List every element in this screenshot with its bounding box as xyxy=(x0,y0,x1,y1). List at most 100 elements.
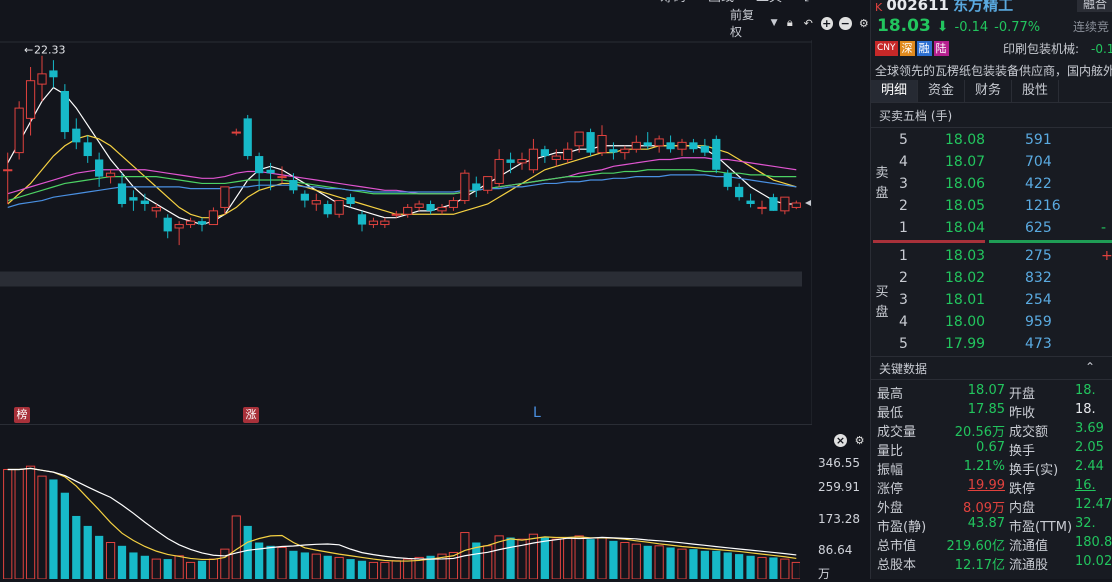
volume-bar[interactable] xyxy=(391,560,401,579)
volume-bar[interactable] xyxy=(769,557,778,579)
volume-bar[interactable] xyxy=(277,546,287,579)
volume-bar[interactable] xyxy=(174,555,184,579)
undo-icon[interactable]: ↶ xyxy=(803,16,813,30)
volume-bar[interactable] xyxy=(14,468,24,579)
collapse-icon[interactable]: ⌃ xyxy=(1085,360,1096,374)
candle[interactable] xyxy=(208,210,219,226)
candle[interactable] xyxy=(185,220,196,226)
volume-bar[interactable] xyxy=(517,538,527,579)
candle[interactable] xyxy=(151,206,161,212)
candle[interactable] xyxy=(357,214,367,225)
volume-bar[interactable] xyxy=(426,555,435,579)
tag-shen[interactable]: 深 xyxy=(899,41,915,56)
buy-level-row[interactable]: 5 17.99 473 xyxy=(899,334,1112,356)
candle[interactable] xyxy=(551,155,561,160)
volume-bar[interactable] xyxy=(151,558,161,579)
volume-bar[interactable] xyxy=(255,542,264,579)
volume-bar[interactable] xyxy=(551,538,561,579)
volume-bar[interactable] xyxy=(60,492,69,579)
candle[interactable] xyxy=(448,200,459,208)
candle[interactable] xyxy=(689,142,698,150)
volume-bar[interactable] xyxy=(163,559,172,579)
buy-level-row[interactable]: 3 18.01 254 xyxy=(899,290,1112,312)
sell-level-row[interactable]: 1 18.04 625 - xyxy=(899,218,1112,240)
volume-bar[interactable] xyxy=(334,556,344,579)
candle[interactable] xyxy=(163,217,172,232)
candle[interactable] xyxy=(220,186,230,208)
volume-bar[interactable] xyxy=(677,548,687,579)
tag-rong[interactable]: 融 xyxy=(916,41,932,56)
candle[interactable] xyxy=(105,172,116,178)
candle[interactable] xyxy=(506,159,515,163)
volume-bar[interactable] xyxy=(494,535,504,579)
candle[interactable] xyxy=(95,159,104,177)
candle[interactable] xyxy=(666,142,675,150)
candle[interactable] xyxy=(403,206,413,215)
sell-level-row[interactable]: 4 18.07 704 xyxy=(899,152,1112,174)
dropdown-icon[interactable]: ▼ xyxy=(770,18,778,28)
fq-selector[interactable]: 前复权 xyxy=(730,8,755,39)
candle[interactable] xyxy=(586,132,595,153)
volume-bar[interactable] xyxy=(483,545,493,579)
candle[interactable] xyxy=(323,204,332,215)
volume-bar[interactable] xyxy=(631,543,641,579)
candle[interactable] xyxy=(289,180,298,191)
zhang-marker[interactable]: 涨 xyxy=(243,407,259,423)
candle[interactable] xyxy=(723,173,732,187)
volume-bar[interactable] xyxy=(289,550,298,579)
candle[interactable] xyxy=(255,156,264,174)
candle[interactable] xyxy=(620,148,630,154)
merge-button[interactable]: 融合 xyxy=(1076,0,1112,12)
candle[interactable] xyxy=(609,149,618,153)
volume-bar[interactable] xyxy=(3,468,13,579)
volume-bar[interactable] xyxy=(712,550,721,579)
buy-level-row[interactable]: 4 18.00 959 xyxy=(899,312,1112,334)
candle[interactable] xyxy=(757,206,767,209)
candle[interactable] xyxy=(712,138,721,170)
menu-chips[interactable]: 筹码 xyxy=(660,0,686,8)
volume-bar[interactable] xyxy=(540,537,549,579)
tag-cny[interactable]: CNY xyxy=(875,41,898,56)
price-chart[interactable]: 22.0020.0018.0016.0014.0022.33← xyxy=(0,40,812,424)
candle[interactable] xyxy=(311,200,321,205)
volume-bar[interactable] xyxy=(620,541,630,579)
volume-bar[interactable] xyxy=(723,552,732,579)
candle[interactable] xyxy=(231,131,241,134)
close-icon[interactable]: × xyxy=(834,434,847,447)
candle[interactable] xyxy=(37,73,47,85)
candle[interactable] xyxy=(769,197,778,211)
volume-bar[interactable] xyxy=(357,560,367,579)
candle[interactable] xyxy=(72,128,81,143)
volume-bar[interactable] xyxy=(83,525,92,579)
volume-bar[interactable] xyxy=(129,552,138,579)
menu-draw[interactable]: 画线 xyxy=(708,0,734,8)
volume-chart[interactable] xyxy=(0,455,800,579)
volume-bar[interactable] xyxy=(185,561,196,579)
tab-detail[interactable]: 明细 xyxy=(871,80,919,102)
volume-bar[interactable] xyxy=(266,545,275,579)
candle[interactable] xyxy=(746,200,755,204)
candle[interactable] xyxy=(49,70,58,78)
volume-bar[interactable] xyxy=(506,537,515,579)
volume-bar[interactable] xyxy=(757,556,767,579)
volume-bar[interactable] xyxy=(654,545,664,579)
volume-bar[interactable] xyxy=(791,561,800,579)
l-marker[interactable]: L xyxy=(533,405,541,421)
volume-bar[interactable] xyxy=(49,479,58,579)
candle[interactable] xyxy=(334,200,344,215)
volume-bar[interactable] xyxy=(243,525,252,579)
volume-bar[interactable] xyxy=(586,539,595,579)
candle[interactable] xyxy=(243,118,252,157)
zoom-out-icon[interactable]: − xyxy=(839,16,852,30)
candle[interactable] xyxy=(277,176,287,179)
candle[interactable] xyxy=(117,183,127,204)
sell-level-row[interactable]: 2 18.05 1216 xyxy=(899,196,1112,218)
candle[interactable] xyxy=(426,204,435,211)
volume-bar[interactable] xyxy=(414,556,424,579)
menu-tools[interactable]: 工具 xyxy=(756,0,782,8)
volume-bar[interactable] xyxy=(403,558,413,579)
candle[interactable] xyxy=(197,221,207,225)
volume-bar[interactable] xyxy=(597,537,607,579)
volume-bar[interactable] xyxy=(220,548,230,579)
candle[interactable] xyxy=(735,186,744,198)
